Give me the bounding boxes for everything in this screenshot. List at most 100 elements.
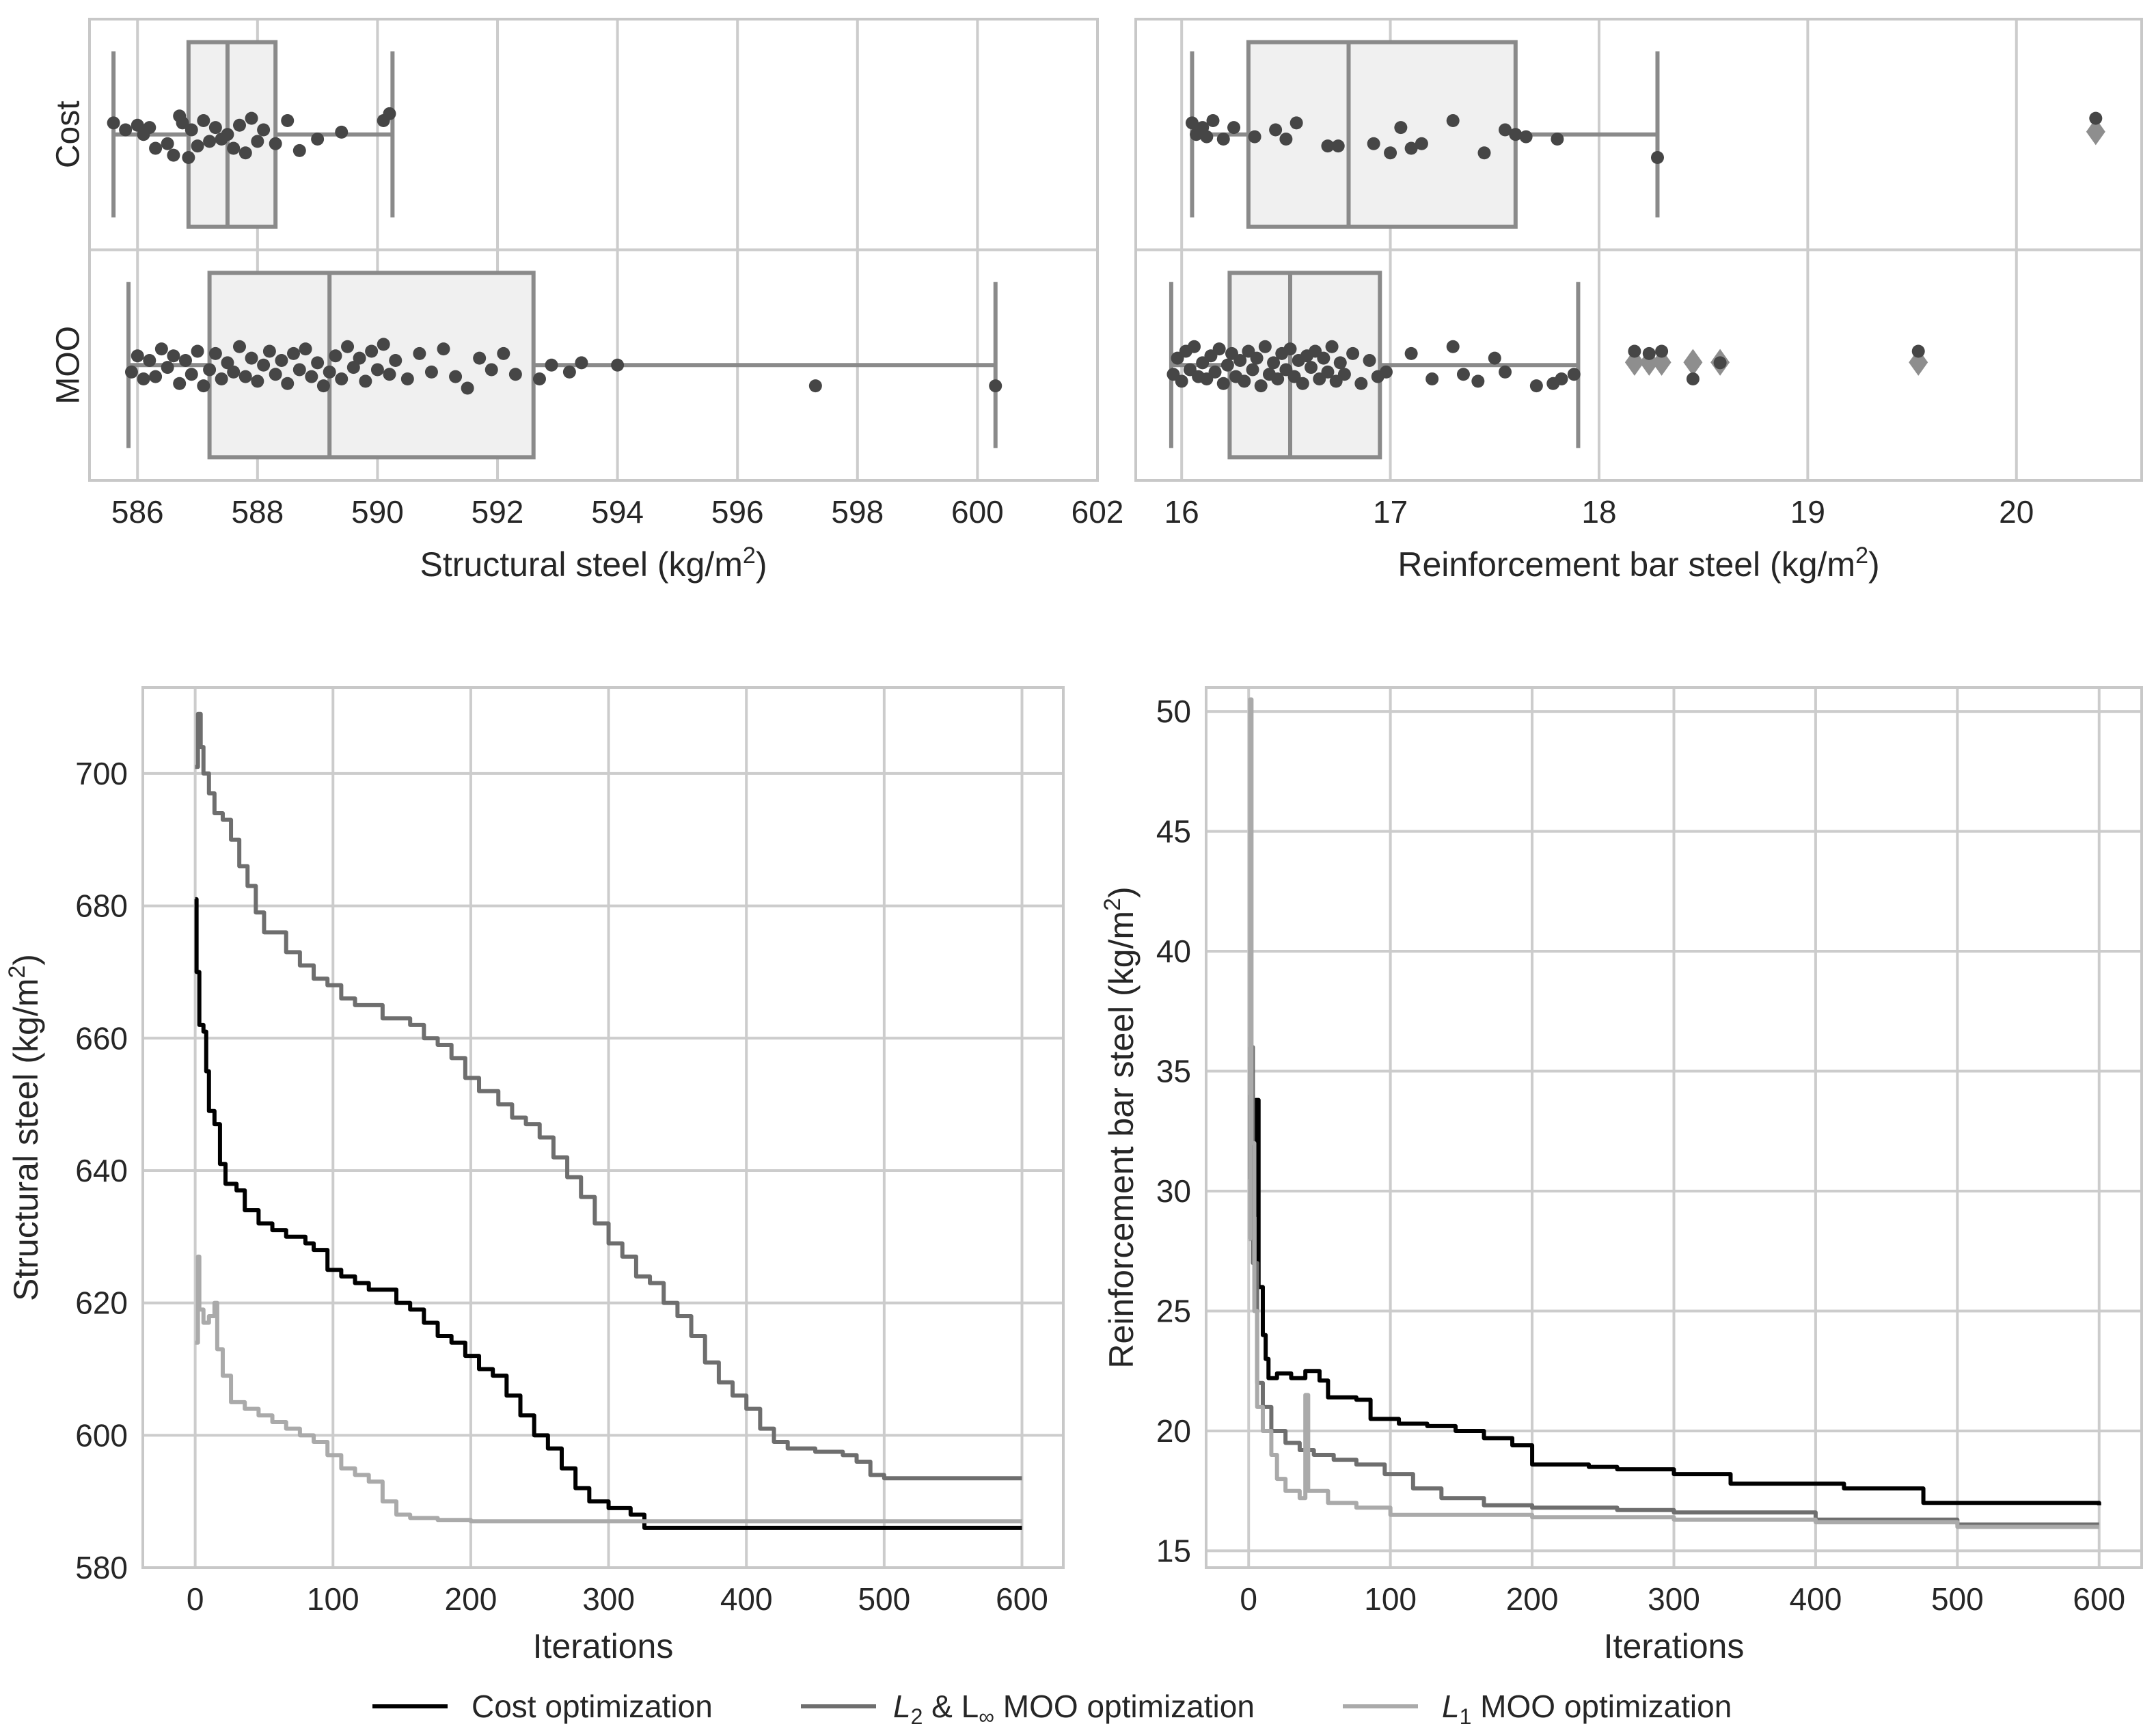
data-point bbox=[1216, 133, 1230, 146]
data-point bbox=[1289, 116, 1303, 130]
x-axis-label: Reinforcement bar steel (kg/m2) bbox=[1397, 543, 1879, 584]
data-point bbox=[1456, 368, 1470, 381]
data-point bbox=[185, 123, 198, 137]
data-point bbox=[305, 370, 318, 383]
data-point bbox=[1499, 123, 1512, 137]
x-tick-label: 600 bbox=[2073, 1581, 2125, 1617]
data-point bbox=[197, 379, 210, 393]
y-tick-label: 50 bbox=[1156, 694, 1191, 729]
x-tick-label: 600 bbox=[996, 1581, 1048, 1617]
outlier-marker bbox=[1652, 349, 1671, 376]
data-point bbox=[461, 381, 474, 395]
data-point bbox=[1354, 377, 1368, 390]
y-tick-label: 15 bbox=[1156, 1533, 1191, 1568]
data-point bbox=[1713, 356, 1727, 370]
data-point bbox=[191, 344, 204, 358]
x-tick-label: 0 bbox=[1240, 1581, 1257, 1617]
data-point bbox=[311, 356, 325, 370]
data-point bbox=[449, 370, 463, 383]
data-point bbox=[131, 118, 144, 132]
x-tick-label: 16 bbox=[1164, 494, 1199, 530]
x-tick-label: 596 bbox=[711, 494, 764, 530]
x-tick-label: 100 bbox=[307, 1581, 359, 1617]
data-point bbox=[370, 363, 384, 377]
legend-label-l2: L2 & L∞ MOO optimization bbox=[893, 1689, 1255, 1729]
x-tick-label: 594 bbox=[591, 494, 644, 530]
data-point bbox=[182, 151, 195, 164]
data-point bbox=[215, 372, 228, 385]
data-point bbox=[281, 377, 295, 390]
data-point bbox=[383, 107, 396, 120]
y-tick-label: 680 bbox=[75, 888, 128, 924]
data-point bbox=[377, 338, 390, 351]
data-point bbox=[107, 116, 120, 130]
data-point bbox=[167, 148, 180, 162]
data-point bbox=[2089, 111, 2103, 125]
box-cost bbox=[1246, 40, 1518, 229]
x-tick-label: 400 bbox=[1790, 1581, 1842, 1617]
data-point bbox=[1567, 368, 1581, 381]
data-point bbox=[176, 116, 189, 130]
data-point bbox=[1499, 365, 1512, 379]
data-point bbox=[359, 374, 372, 388]
data-point bbox=[389, 354, 402, 367]
data-point bbox=[227, 365, 241, 379]
series-line bbox=[195, 711, 1022, 1481]
data-point bbox=[208, 346, 222, 360]
series-line bbox=[1248, 1093, 2101, 1505]
data-point bbox=[1321, 365, 1335, 379]
x-tick-label: 602 bbox=[1072, 494, 1124, 530]
data-point bbox=[1317, 351, 1331, 365]
data-point bbox=[1279, 133, 1293, 146]
data-point bbox=[562, 365, 576, 379]
data-point bbox=[383, 368, 396, 381]
x-tick-label: 588 bbox=[231, 494, 284, 530]
y-tick-label: 45 bbox=[1156, 814, 1191, 849]
box-plot-reinforcement-bar-steel: 16 17 18 19 20 Reinforcement bar steel (kg/m2… bbox=[1134, 18, 2143, 584]
data-point bbox=[281, 114, 295, 127]
data-point bbox=[1227, 121, 1241, 135]
data-point bbox=[232, 118, 246, 132]
data-point bbox=[1379, 365, 1393, 379]
data-point bbox=[1551, 133, 1564, 146]
y-tick-label: 35 bbox=[1156, 1054, 1191, 1089]
data-point bbox=[203, 363, 217, 377]
series-line bbox=[1248, 1045, 2099, 1527]
x-tick-label: 200 bbox=[445, 1581, 497, 1617]
data-point bbox=[275, 354, 288, 367]
data-point bbox=[232, 340, 246, 353]
y-tick-label: 620 bbox=[75, 1285, 128, 1321]
data-point bbox=[1220, 358, 1234, 372]
data-point bbox=[221, 356, 234, 370]
data-point bbox=[1246, 363, 1259, 377]
data-point bbox=[575, 356, 588, 370]
data-point bbox=[1321, 139, 1335, 153]
y-axis-label: Structural steel (kg/m2) bbox=[4, 954, 45, 1301]
outlier-marker bbox=[1624, 349, 1644, 376]
data-point bbox=[227, 141, 241, 155]
data-point bbox=[532, 372, 546, 385]
data-point bbox=[1188, 340, 1201, 353]
box-plot-structural-steel: 586 588 590 592 594 596 598 600 602 Structural st… bbox=[51, 18, 1124, 584]
data-point bbox=[143, 121, 156, 135]
x-tick-label: 598 bbox=[831, 494, 884, 530]
data-point bbox=[245, 351, 258, 365]
x-tick-label: 592 bbox=[472, 494, 524, 530]
data-point bbox=[137, 372, 150, 385]
data-point bbox=[119, 123, 133, 137]
data-point bbox=[346, 361, 360, 374]
data-point bbox=[1655, 344, 1669, 358]
data-point bbox=[1446, 114, 1460, 127]
x-tick-label: 586 bbox=[111, 494, 164, 530]
data-point bbox=[238, 370, 252, 383]
data-point bbox=[1250, 351, 1264, 365]
data-point bbox=[1519, 130, 1533, 144]
data-point bbox=[1283, 342, 1297, 356]
data-point bbox=[1488, 351, 1501, 365]
data-point bbox=[131, 349, 144, 363]
data-point bbox=[173, 377, 187, 390]
x-tick-label: 19 bbox=[1790, 494, 1825, 530]
data-point bbox=[208, 121, 222, 135]
data-point bbox=[185, 368, 198, 381]
data-point bbox=[167, 349, 180, 363]
